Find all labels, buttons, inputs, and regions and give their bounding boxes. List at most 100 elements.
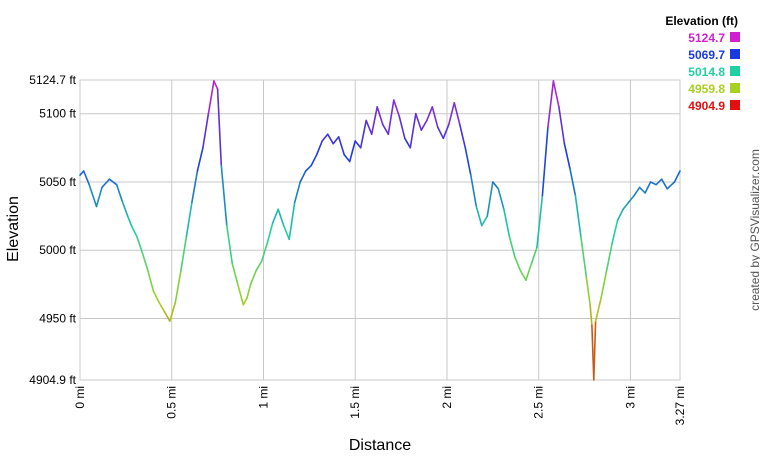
x-tick-label: 1.5 mi [348,386,362,419]
profile-segment [453,102,461,126]
profile-segment [447,102,456,126]
profile-segment [600,269,608,299]
profile-segment [442,123,450,140]
profile-segment [88,183,98,208]
profile-segment [392,99,401,118]
profile-segment [525,262,533,282]
profile-segment [337,136,346,156]
profile-segment [249,269,257,286]
profile-segment [152,290,160,303]
x-axis-title: Distance [349,437,411,454]
profile-segment [666,181,676,190]
profile-segment [420,119,428,131]
profile-segment [503,208,511,238]
profile-segment [101,178,111,189]
y-tick-label: 5124.7 ft [29,73,76,87]
profile-segment [464,147,472,176]
profile-segment [409,112,417,149]
profile-segment [130,224,138,238]
x-tick-label: 0 mi [73,386,87,409]
profile-segment [414,112,423,131]
profile-segment [475,205,483,227]
profile-segment [403,137,412,149]
profile-segment [431,106,439,129]
profile-segment [282,224,291,241]
profile-segment [158,301,166,313]
profile-segment [376,106,384,126]
profile-segment [552,80,560,108]
profile-segment [226,224,234,265]
profile-segment [563,142,571,170]
profile-segment [231,262,239,286]
profile-segment [288,201,296,241]
profile-segment [547,80,555,129]
profile-segment [616,208,624,221]
profile-segment [605,242,613,272]
profile-segment [458,123,467,149]
profile-segment [673,170,681,183]
grid-lines [79,79,681,381]
profile-segment [354,140,362,149]
profile-segment [649,181,657,186]
profile-segment [480,215,489,227]
profile-segment [627,194,635,204]
profile-segment [310,153,318,167]
profile-segment [95,186,103,208]
profile-segment [497,188,505,211]
profile-segment [82,170,90,186]
profile-segment [213,80,219,90]
profile-segment [530,246,538,265]
profile-segment [387,99,395,135]
profile-segment [638,186,646,194]
profile-segment [121,200,129,217]
x-tick-label: 2 mi [440,386,454,409]
profile-segment [255,260,263,272]
profile-segment [260,242,269,262]
profile-segment [348,140,357,163]
legend-entry-label: 5124.7 [688,31,725,45]
profile-segment [381,123,390,135]
y-axis-ticks: 4904.9 ft 4950 ft 5000 ft 5050 ft 5100 ft 512… [29,73,76,387]
x-axis-ticks: 0 mi 0.5 mi 1 mi 1.5 mi 2 mi 2.5 mi 3 mi 3.27 m… [73,386,687,425]
profile-segment [126,215,133,227]
profile-segment [147,269,155,292]
profile-segment [436,126,445,140]
profile-segment [79,170,85,176]
legend-swatch [730,66,740,76]
profile-segment [592,320,597,381]
profile-segment [141,252,149,272]
profile-segment [304,164,313,172]
profile-segment [293,181,302,204]
profile-segment [271,208,280,224]
profile-segment [299,170,307,183]
x-tick-label: 1 mi [256,386,270,409]
credit-text: created by GPSVisualizer.com [748,149,760,311]
profile-segment [277,208,285,227]
profile-segment [425,106,434,122]
y-tick-label: 5100 ft [39,107,76,121]
profile-segment [202,112,210,149]
profile-segment [569,167,577,197]
profile-segment [180,235,188,272]
y-tick-label: 5000 ft [39,243,76,257]
profile-segment [315,140,324,156]
elevation-profile [79,80,681,381]
profile-segment [220,164,228,227]
profile-segment [207,80,215,115]
profile-segment [321,133,329,142]
x-tick-label: 3 mi [623,386,637,409]
y-tick-label: 4904.9 ft [29,373,76,387]
profile-segment [237,283,245,306]
profile-segment [108,178,118,186]
profile-segment [508,235,516,258]
profile-segment [536,194,544,249]
profile-segment [514,256,522,272]
profile-segment [136,235,144,254]
profile-segment [163,310,171,323]
profile-segment [266,222,274,245]
profile-segment [589,303,593,327]
profile-segment [519,269,527,282]
profile-segment [242,297,248,306]
profile-segment [191,170,199,204]
